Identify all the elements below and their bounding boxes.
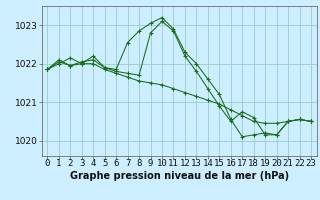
X-axis label: Graphe pression niveau de la mer (hPa): Graphe pression niveau de la mer (hPa) xyxy=(70,171,289,181)
